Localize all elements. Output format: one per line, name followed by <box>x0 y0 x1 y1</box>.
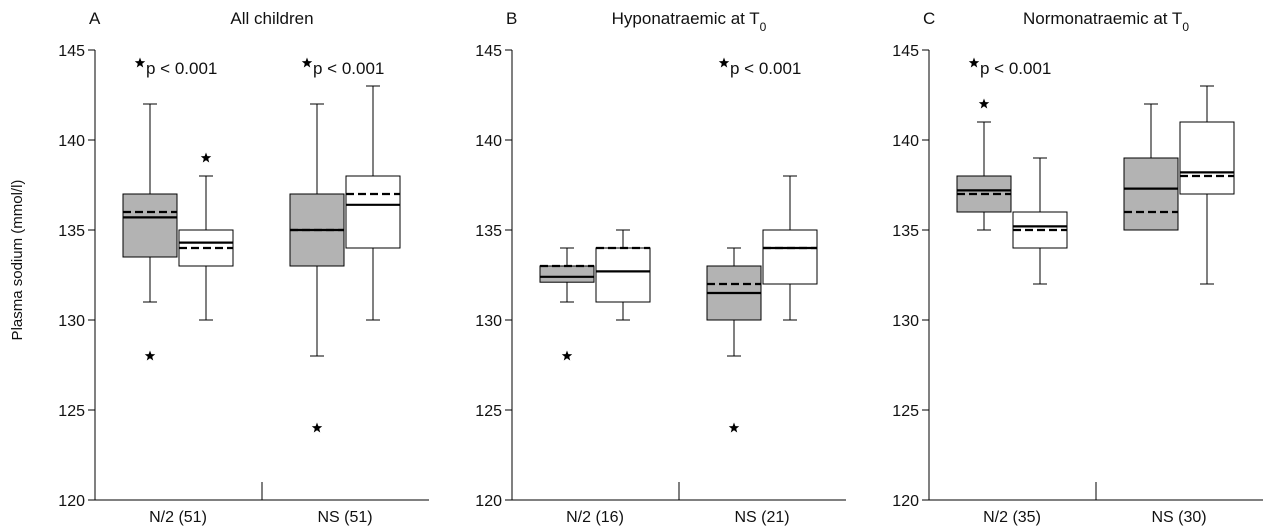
y-axis-label: Plasma sodium (mmol/l) <box>9 180 26 341</box>
panel-c-title-subscript: 0 <box>1182 20 1189 34</box>
panel-c-annotation-marker <box>968 57 980 68</box>
panel-b-annotation-text: p < 0.001 <box>730 59 801 78</box>
panel-a-y-tick-label: 135 <box>58 223 85 240</box>
panel-b-category-label: NS (21) <box>734 509 789 526</box>
panel-c-annotation-text: p < 0.001 <box>980 59 1051 78</box>
panel-b-y-tick-label: 140 <box>475 133 502 150</box>
panel-a-title: All children <box>230 9 313 28</box>
panel-a-box-2-2-iqr <box>345 175 401 249</box>
panel-a-annotation-text: p < 0.001 <box>146 59 217 78</box>
panel-a-box-2-1-outlier <box>311 422 323 433</box>
panel-a-letter: A <box>89 9 101 28</box>
panel-b-title-text: Hyponatraemic at T <box>612 9 760 28</box>
panel-c-letter: C <box>923 9 935 28</box>
panel-c-title-text: Normonatraemic at T <box>1023 9 1182 28</box>
panel-c-category-label: NS (30) <box>1151 509 1206 526</box>
panel-b-box-1-1-iqr <box>539 265 595 283</box>
panel-c-y-tick-label: 130 <box>892 313 919 330</box>
panel-a-y-tick-label: 130 <box>58 313 85 330</box>
panel-c-box-1-1-outlier <box>978 98 990 109</box>
panel-a-title-text: All children <box>230 9 313 28</box>
panel-a-y-tick-label: 140 <box>58 133 85 150</box>
panel-b-title-subscript: 0 <box>760 20 767 34</box>
panel-b-y-tick-label: 135 <box>475 223 502 240</box>
panel-a-category-label: N/2 (51) <box>149 509 207 526</box>
panel-a-box-1-1-iqr <box>122 193 178 258</box>
panel-c-box-2-2-iqr <box>1179 121 1235 195</box>
panel-c-box-2-1-iqr <box>1123 157 1179 231</box>
panel-a-y-tick-label: 145 <box>58 43 85 60</box>
panel-b-annotation-marker <box>718 57 730 68</box>
panel-b-y-tick-label: 130 <box>475 313 502 330</box>
panel-c-y-tick-label: 140 <box>892 133 919 150</box>
panel-b-letter: B <box>506 9 517 28</box>
panel-a-box-1-2-outlier <box>200 152 212 163</box>
panel-c-title: Normonatraemic at T0 <box>1023 9 1189 34</box>
panel-b-box-2-2-iqr <box>762 229 818 285</box>
panel-c-y-tick-label: 135 <box>892 223 919 240</box>
panel-a-box-1-1-outlier <box>144 350 156 361</box>
panel-a-category-label: NS (51) <box>317 509 372 526</box>
panel-c-y-tick-label: 120 <box>892 493 919 510</box>
panel-b-title: Hyponatraemic at T0 <box>612 9 767 34</box>
panel-b-y-tick-label: 120 <box>475 493 502 510</box>
panel-b-y-tick-label: 125 <box>475 403 502 420</box>
panel-a-y-tick-label: 125 <box>58 403 85 420</box>
panel-b-box-1-1-outlier <box>561 350 573 361</box>
panel-a-annotation-marker <box>301 57 313 68</box>
panel-c-y-tick-label: 145 <box>892 43 919 60</box>
panel-a-y-tick-label: 120 <box>58 493 85 510</box>
panel-a-annotation-text: p < 0.001 <box>313 59 384 78</box>
panel-b-box-2-1-outlier <box>728 422 740 433</box>
panel-c-y-tick-label: 125 <box>892 403 919 420</box>
panel-b-box-1-2-iqr <box>595 247 651 303</box>
panel-b-y-tick-label: 145 <box>475 43 502 60</box>
panel-a-annotation-marker <box>134 57 146 68</box>
panel-b-category-label: N/2 (16) <box>566 509 624 526</box>
panel-c-category-label: N/2 (35) <box>983 509 1041 526</box>
